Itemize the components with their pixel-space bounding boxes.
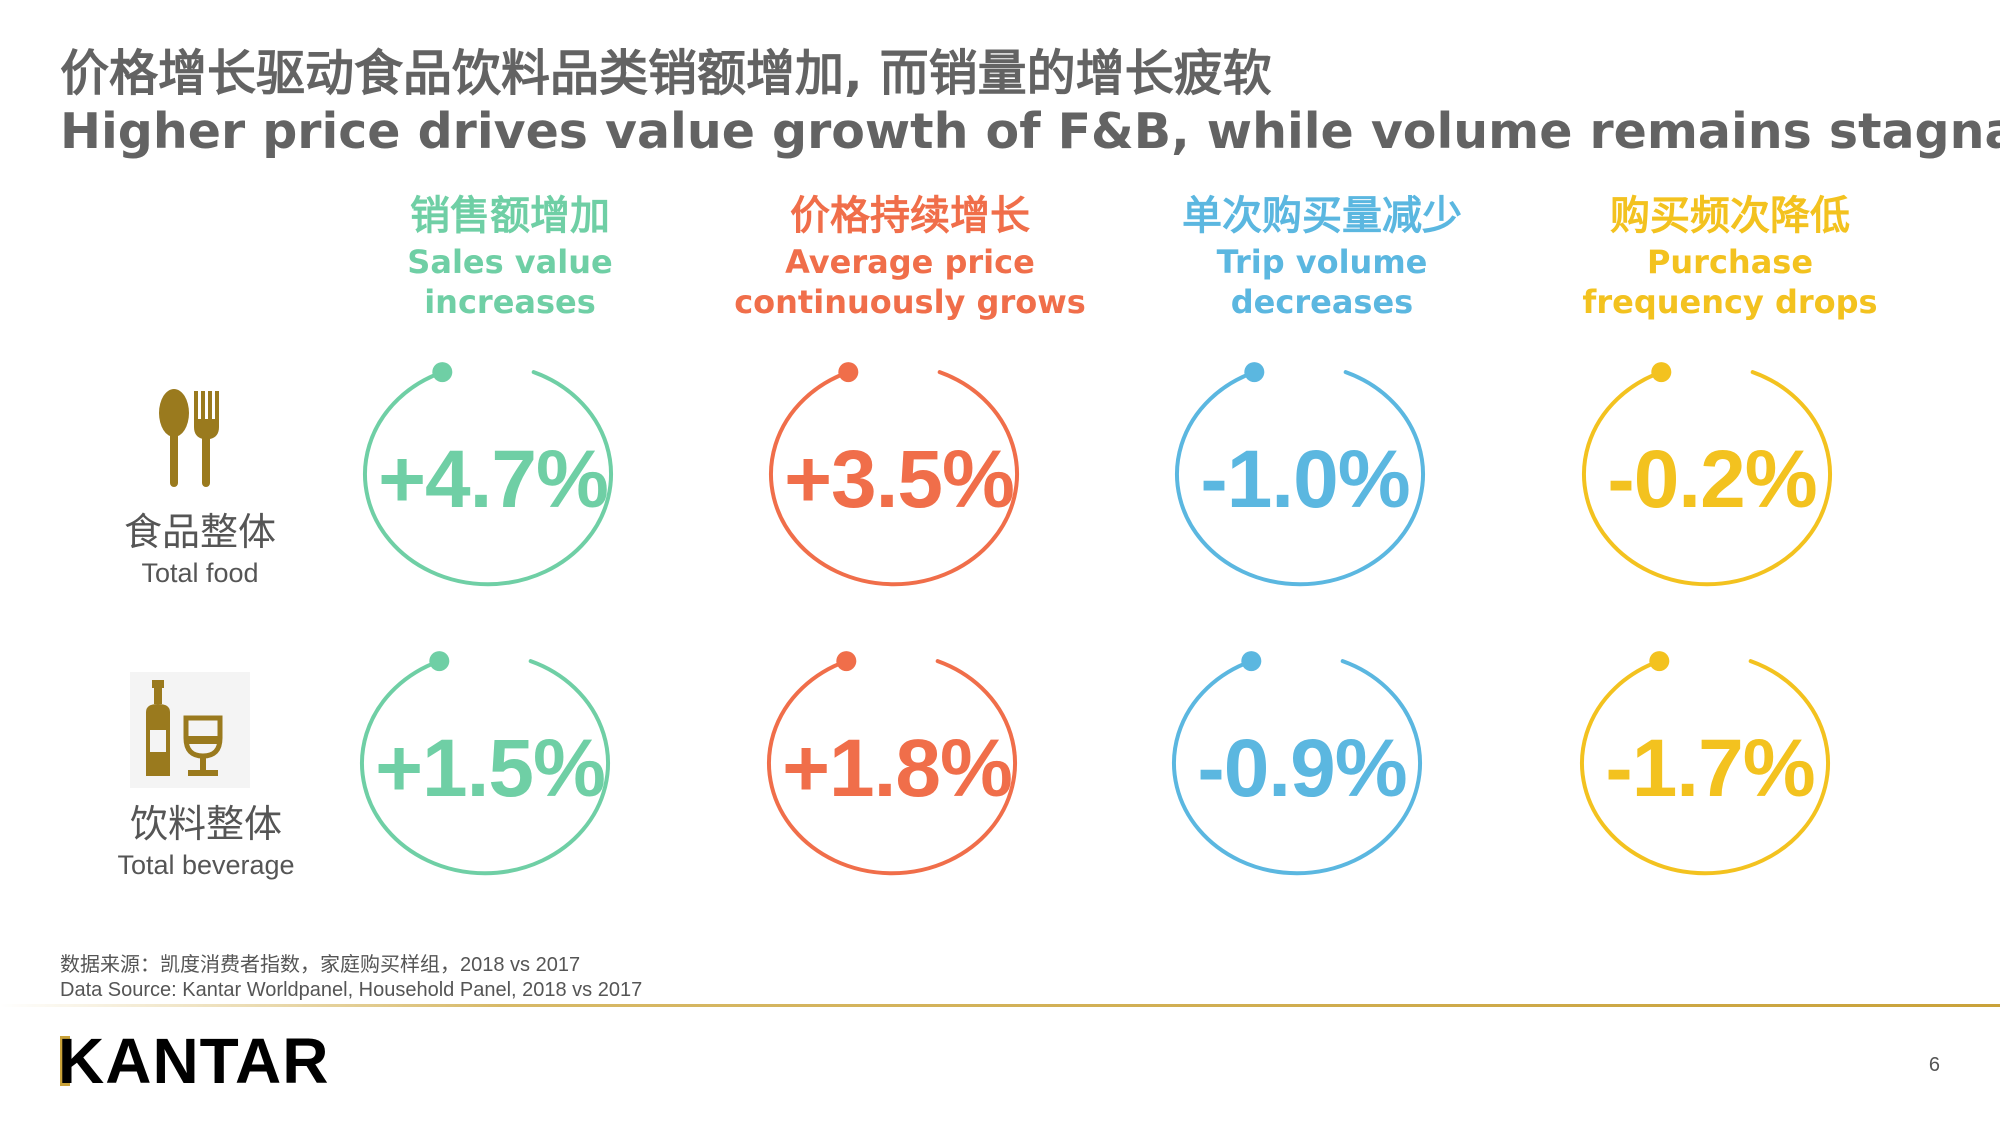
- metric-value: -0.9%: [1197, 723, 1407, 814]
- page-number: 6: [1928, 1054, 1940, 1076]
- utensils-icon: [150, 385, 230, 493]
- column-header-zh: 单次购买量减少: [1182, 193, 1462, 239]
- column-header-trip-volume: 单次购买量减少 Trip volume decreases: [1112, 190, 1532, 322]
- row-label-zh: 饮料整体: [129, 802, 282, 846]
- ring-arc: [767, 651, 1017, 876]
- metric-value: -1.0%: [1200, 434, 1410, 525]
- row-label-en: Total beverage: [117, 850, 295, 880]
- metric-beverage-purchase-frequency: -1.7%: [1575, 645, 1845, 895]
- row-label-en: Total food: [141, 558, 259, 588]
- column-header-en-line2: continuously grows: [734, 283, 1086, 321]
- row-label-total-food: 食品整体 Total food: [70, 508, 330, 590]
- logo-accent-mark: [60, 1036, 70, 1086]
- column-header-en-line1: Trip volume: [1216, 243, 1428, 281]
- column-header-sales-value: 销售额增加 Sales value increases: [300, 190, 720, 322]
- metric-value: +4.7%: [378, 434, 609, 525]
- column-header-en-line2: frequency drops: [1582, 283, 1878, 321]
- metric-food-trip-volume: -1.0%: [1170, 356, 1440, 606]
- footer-divider: [0, 1004, 2000, 1007]
- column-header-en-line1: Average price: [785, 243, 1035, 281]
- column-header-zh: 销售额增加: [410, 193, 610, 239]
- ring-arc: [1172, 651, 1422, 876]
- metric-value: -1.7%: [1605, 723, 1815, 814]
- column-header-en-line1: Purchase: [1646, 243, 1814, 281]
- ring-arc: [360, 651, 610, 876]
- source-note-zh: 数据来源：凯度消费者指数，家庭购买样组，2018 vs 2017: [60, 954, 581, 976]
- metric-beverage-average-price: +1.8%: [762, 645, 1032, 895]
- column-header-average-price: 价格持续增长 Average price continuously grows: [700, 190, 1120, 322]
- column-header-en-line1: Sales value: [407, 243, 613, 281]
- kantar-logo: KANTAR: [58, 1025, 330, 1097]
- column-header-purchase-frequency: 购买频次降低 Purchase frequency drops: [1520, 190, 1940, 322]
- metric-value: +1.5%: [375, 723, 606, 814]
- ring-arc: [1580, 651, 1830, 876]
- metric-food-average-price: +3.5%: [764, 356, 1034, 606]
- ring-arc: [769, 362, 1019, 587]
- metric-value: -0.2%: [1607, 434, 1817, 525]
- ring-arc: [363, 362, 613, 587]
- metric-food-sales-value: +4.7%: [358, 356, 628, 606]
- metric-value: +3.5%: [784, 434, 1015, 525]
- column-header-en-line2: decreases: [1230, 283, 1414, 321]
- source-note-en: Data Source: Kantar Worldpanel, Househol…: [60, 979, 643, 1001]
- ring-arc: [1582, 362, 1832, 587]
- ring-arc: [1175, 362, 1425, 587]
- page-title-en: Higher price drives value growth of F&B,…: [60, 103, 2000, 160]
- column-header-en-line2: increases: [424, 283, 596, 321]
- row-label-zh: 食品整体: [123, 510, 276, 554]
- column-header-zh: 购买频次降低: [1610, 193, 1850, 239]
- metric-food-purchase-frequency: -0.2%: [1577, 356, 1847, 606]
- metric-beverage-trip-volume: -0.9%: [1167, 645, 1437, 895]
- metric-beverage-sales-value: +1.5%: [355, 645, 625, 895]
- column-header-zh: 价格持续增长: [790, 193, 1030, 239]
- bottle-glass-icon: [130, 672, 250, 792]
- metric-value: +1.8%: [782, 723, 1013, 814]
- row-label-total-beverage: 饮料整体 Total beverage: [76, 800, 336, 882]
- page-title-zh: 价格增长驱动食品饮料品类销额增加, 而销量的增长疲软: [60, 45, 1272, 102]
